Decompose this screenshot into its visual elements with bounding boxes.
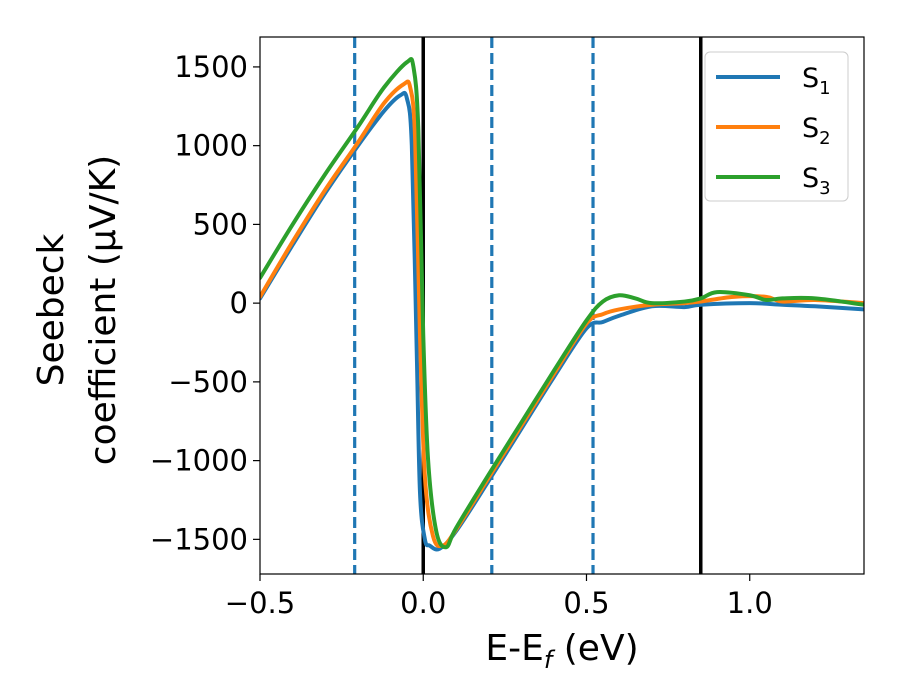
y-axis-title-line2: coefficient (μV/K) [83, 155, 124, 465]
x-axis-ticks: −0.5 0.0 0.5 1.0 [225, 574, 773, 620]
y-tick-label: 1000 [174, 129, 248, 163]
y-tick-label: 0 [230, 286, 248, 320]
legend-label-s1: S1 [802, 63, 831, 99]
y-tick-label: −500 [168, 365, 248, 399]
x-tick-label: 0.0 [400, 586, 446, 620]
x-axis-title: E-Ef (eV) [485, 628, 638, 674]
y-axis-ticks: 1500 1000 500 0 −500 −1000 −1500 [150, 50, 260, 556]
y-axis-title-line1: Seebeck [31, 233, 72, 386]
x-tick-label: −0.5 [225, 586, 295, 620]
y-axis-title: Seebeck coefficient (μV/K) [31, 155, 124, 465]
legend-label-s2: S2 [802, 113, 831, 149]
legend: S1 S2 S3 [704, 51, 849, 202]
legend-label-s3: S3 [802, 163, 831, 199]
x-tick-label: 1.0 [727, 586, 773, 620]
y-tick-label: −1500 [150, 522, 248, 556]
y-tick-label: −1000 [150, 444, 248, 478]
y-tick-label: 500 [193, 207, 248, 241]
plot-frame [259, 36, 865, 575]
series-line-s3 [260, 57, 864, 550]
x-tick-label: 0.5 [563, 586, 609, 620]
series-layer [260, 57, 864, 552]
y-tick-label: 1500 [174, 50, 248, 84]
